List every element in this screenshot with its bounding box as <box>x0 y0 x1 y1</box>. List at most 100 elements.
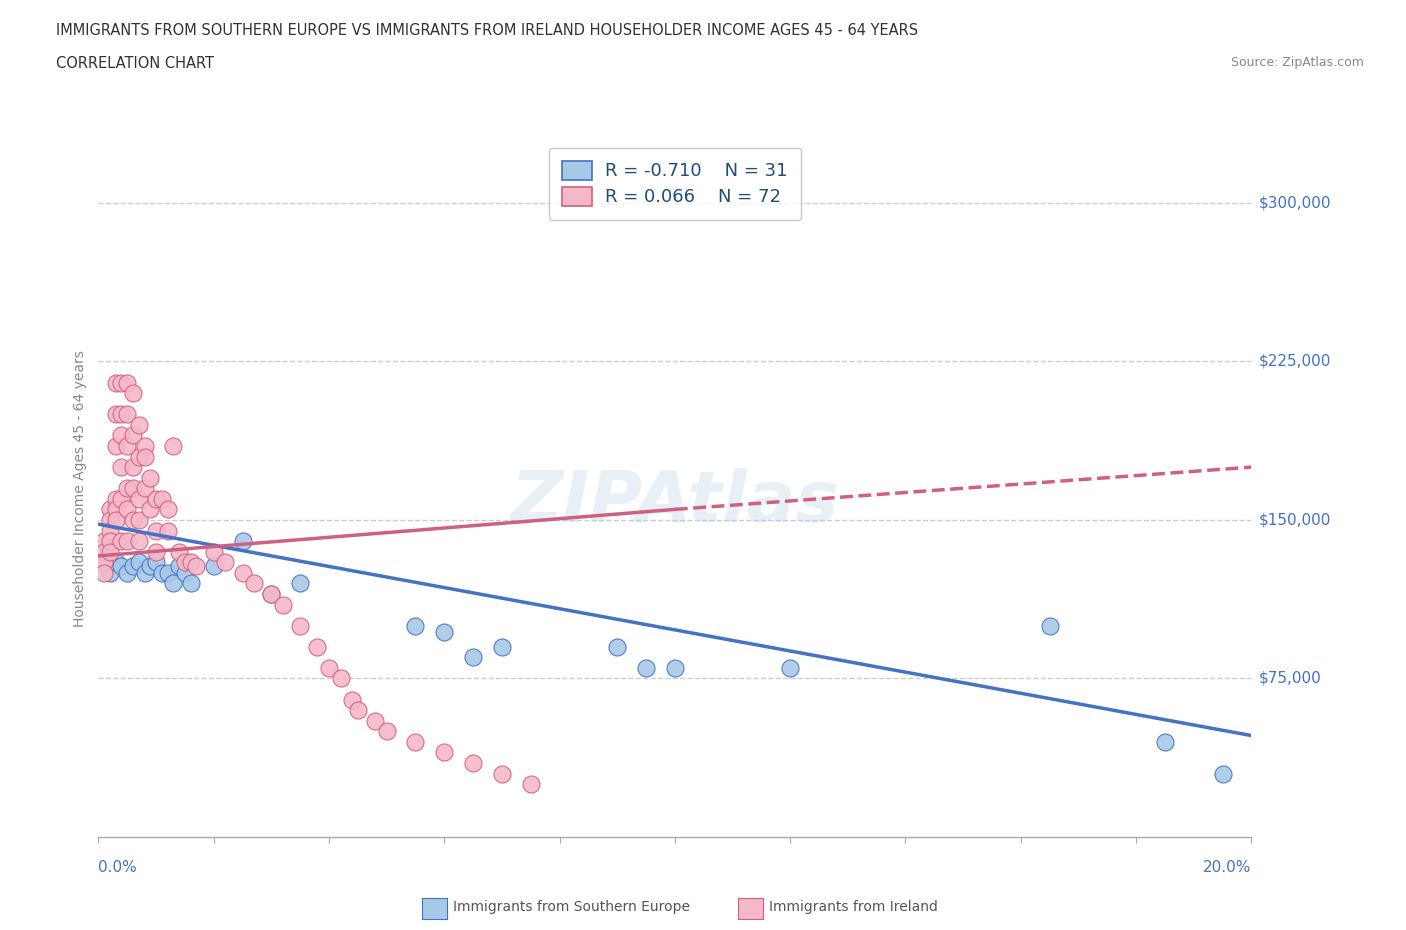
Point <box>145 555 167 570</box>
Y-axis label: Householder Income Ages 45 - 64 years: Householder Income Ages 45 - 64 years <box>73 350 87 627</box>
Point <box>290 618 312 633</box>
Point <box>156 565 179 580</box>
Point <box>636 660 658 675</box>
Point <box>139 559 162 574</box>
Point <box>122 481 145 496</box>
Point <box>167 559 190 574</box>
Point <box>117 375 138 390</box>
Point <box>364 713 387 728</box>
Point <box>117 565 138 580</box>
Point <box>180 555 202 570</box>
Point <box>110 459 132 474</box>
Point <box>104 491 127 506</box>
Text: IMMIGRANTS FROM SOUTHERN EUROPE VS IMMIGRANTS FROM IRELAND HOUSEHOLDER INCOME AG: IMMIGRANTS FROM SOUTHERN EUROPE VS IMMIG… <box>56 23 918 38</box>
Point <box>433 745 456 760</box>
Point <box>110 534 132 549</box>
Point <box>174 555 197 570</box>
Text: Immigrants from Southern Europe: Immigrants from Southern Europe <box>453 899 690 914</box>
Text: $150,000: $150,000 <box>1258 512 1330 527</box>
Point <box>93 534 115 549</box>
Point <box>93 565 115 580</box>
Text: $75,000: $75,000 <box>1258 671 1322 686</box>
Point <box>520 777 543 791</box>
Point <box>162 439 184 454</box>
Point <box>98 544 121 559</box>
Point <box>491 639 513 654</box>
Text: Immigrants from Ireland: Immigrants from Ireland <box>769 899 938 914</box>
Point <box>128 491 150 506</box>
Point <box>98 523 121 538</box>
Point <box>167 544 190 559</box>
Point <box>162 576 184 591</box>
Point <box>202 544 225 559</box>
Point <box>122 512 145 527</box>
Point <box>461 650 484 665</box>
Point <box>139 502 162 517</box>
Point <box>1038 618 1062 633</box>
Point <box>128 555 150 570</box>
Point <box>98 502 121 517</box>
Point <box>156 502 179 517</box>
Text: $225,000: $225,000 <box>1258 354 1330 369</box>
Point <box>122 428 145 443</box>
Point <box>156 523 179 538</box>
Point <box>117 481 138 496</box>
Point <box>260 587 283 602</box>
Point <box>117 502 138 517</box>
Point <box>329 671 352 686</box>
Point <box>405 618 427 633</box>
Point <box>98 565 121 580</box>
Point <box>231 565 254 580</box>
Point <box>93 555 115 570</box>
Point <box>461 755 484 770</box>
Point <box>202 559 225 574</box>
Point <box>104 502 127 517</box>
Point <box>110 406 132 421</box>
Point <box>1153 735 1175 750</box>
Text: $300,000: $300,000 <box>1258 195 1331 210</box>
Text: CORRELATION CHART: CORRELATION CHART <box>56 56 214 71</box>
Legend: R = -0.710    N = 31, R = 0.066    N = 72: R = -0.710 N = 31, R = 0.066 N = 72 <box>548 148 801 219</box>
Point <box>122 386 145 401</box>
Text: Source: ZipAtlas.com: Source: ZipAtlas.com <box>1230 56 1364 69</box>
Point <box>375 724 398 738</box>
Point <box>271 597 294 612</box>
Point <box>98 512 121 527</box>
Point <box>134 481 156 496</box>
Text: ZIPAtlas: ZIPAtlas <box>510 468 839 537</box>
Point <box>128 449 150 464</box>
Point <box>405 735 427 750</box>
Point <box>117 406 138 421</box>
Point <box>128 512 150 527</box>
Point <box>134 565 156 580</box>
Point <box>134 439 156 454</box>
Point <box>139 471 162 485</box>
Point <box>307 639 329 654</box>
Point <box>134 449 156 464</box>
Point <box>433 625 456 640</box>
Point <box>98 534 121 549</box>
Point <box>93 555 115 570</box>
Point <box>180 576 202 591</box>
Point <box>1212 766 1234 781</box>
Point <box>128 418 150 432</box>
Point <box>779 660 801 675</box>
Point <box>104 406 127 421</box>
Point <box>110 375 132 390</box>
Point <box>150 565 173 580</box>
Point <box>104 439 127 454</box>
Point <box>122 559 145 574</box>
Text: 20.0%: 20.0% <box>1204 860 1251 875</box>
Point <box>117 534 138 549</box>
Point <box>93 544 115 559</box>
Point <box>104 555 127 570</box>
Point <box>104 512 127 527</box>
Point <box>145 523 167 538</box>
Point <box>290 576 312 591</box>
Point <box>346 703 368 718</box>
Point <box>243 576 266 591</box>
Point <box>110 428 132 443</box>
Point <box>318 660 340 675</box>
Point <box>150 491 173 506</box>
Point <box>110 491 132 506</box>
